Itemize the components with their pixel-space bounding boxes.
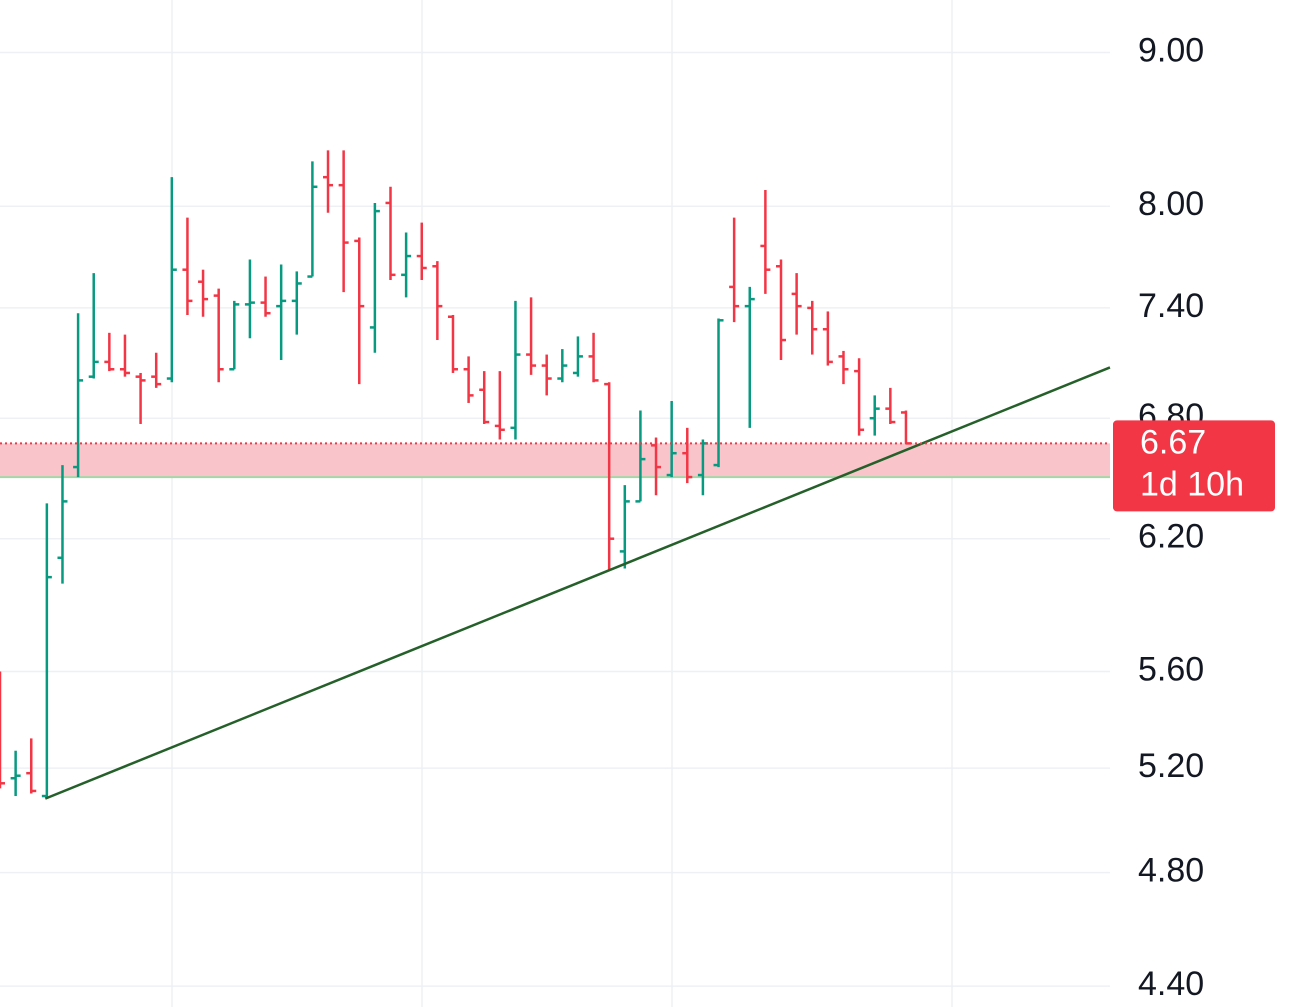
ohlc-bar [73,313,84,478]
ohlc-bar [588,332,599,383]
last-price-label: 6.67 [1140,423,1206,461]
ohlc-bar [791,273,802,335]
ohlc-bar [198,269,209,317]
ohlc-bar [776,259,786,361]
ohlc-bar [885,387,896,424]
ohlc-bar [88,273,99,379]
countdown-label: 1d 10h [1140,465,1244,503]
ohlc-bar [510,300,521,440]
ohlc-bar [869,395,880,436]
y-tick-label: 5.20 [1138,747,1204,785]
ohlc-bar [494,371,505,440]
ohlc-bar [666,401,677,478]
ohlc-bar [682,427,693,484]
ohlc-bar [900,410,911,445]
ohlc-bar [182,217,193,315]
y-tick-label: 4.40 [1138,965,1204,1003]
ohlc-bar [135,372,146,424]
ohlc-bar [760,189,771,294]
ohlc-bar [447,314,458,373]
price-zone [0,443,1110,478]
ohlc-bar [385,186,396,280]
ohlc-bar [713,318,724,468]
ohlc-bar [119,334,130,377]
ohlc-bar [57,465,68,584]
ohlc-bar [401,232,412,298]
ohlc-bar [744,286,755,428]
ohlc-bar [838,350,849,385]
ohlc-bar [651,437,662,496]
ohlc-bar [41,503,52,799]
ohlc-bar [619,485,630,569]
ohlc-bar [229,300,240,371]
ohlc-bar [166,177,177,383]
ohlc-bar [307,161,318,278]
y-tick-label: 6.20 [1138,518,1204,556]
y-tick-label: 5.60 [1138,650,1204,688]
ohlc-bar [854,358,865,436]
ohlc-bar [572,336,583,377]
ohlc-bar [151,352,162,388]
ohlc-bar [213,288,224,383]
last-price-box [1113,420,1275,512]
ohlc-bar [244,259,255,339]
y-tick-label: 8.00 [1138,185,1204,223]
ohlc-bar [479,371,490,424]
ohlc-bar [291,271,302,335]
y-tick-label: 7.40 [1138,287,1204,325]
ohlc-bar [369,202,380,353]
ohlc-bar [604,382,615,571]
y-tick-label: 9.00 [1138,32,1204,70]
ohlc-bar [354,237,365,385]
ohlc-bar [260,276,271,317]
ohlc-bar [10,750,21,797]
y-tick-label: 4.80 [1138,852,1204,890]
ohlc-bar [338,150,349,293]
ohlc-bar [276,264,287,361]
trendline [44,366,1111,800]
ohlc-bar [26,738,37,794]
ohlc-bar [416,222,427,280]
ohlc-bar [822,311,833,366]
ohlc-bar [635,410,646,503]
ohlc-bar [541,354,552,396]
ohlc-bar [432,261,443,341]
ohlc-bar [807,300,818,355]
ohlc-bar [526,297,537,375]
ohlc-bar [0,671,5,789]
ohlc-bar [463,356,474,403]
ohlc-bar [729,217,740,323]
ohlc-bar [323,150,334,213]
ohlc-bar [104,332,115,372]
ohlc-bar [557,349,568,383]
x-grid [171,0,953,1007]
